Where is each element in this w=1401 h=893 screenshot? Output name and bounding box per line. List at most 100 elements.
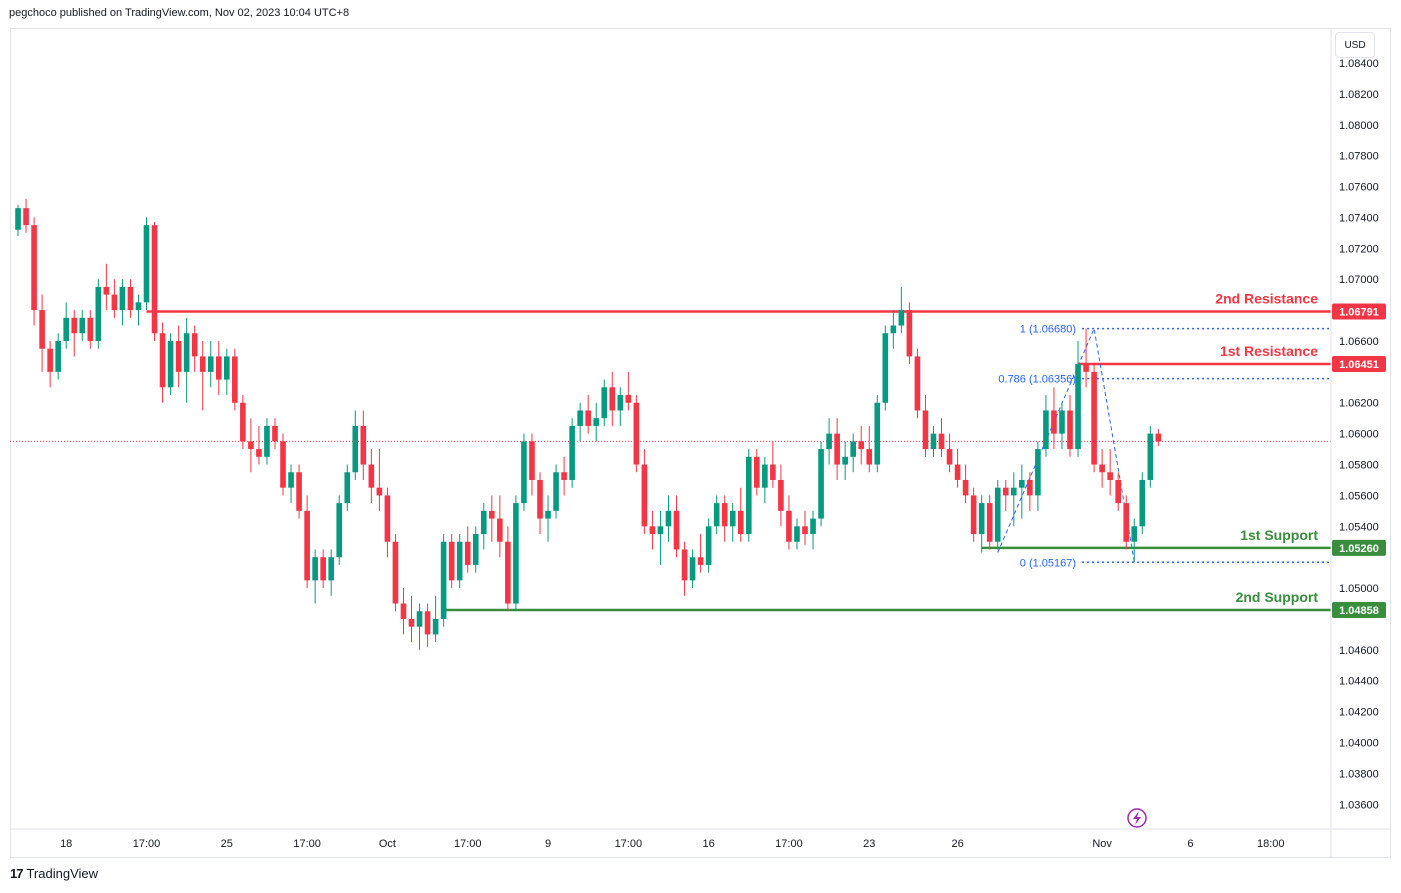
- candle-body: [649, 526, 656, 535]
- price-badge-label: 1.05260: [1339, 543, 1379, 555]
- price-tick-label: 1.05800: [1339, 460, 1379, 472]
- candle-body: [625, 395, 632, 403]
- time-tick-label: 17:00: [615, 838, 643, 850]
- candle-body: [408, 618, 415, 627]
- candle-body: [489, 510, 495, 519]
- label-layer: 2nd Resistance 1st Resistance 1st Support 2…: [1127, 290, 1319, 828]
- candle-body: [280, 441, 286, 488]
- candle-body: [745, 456, 752, 535]
- candle-body: [617, 395, 624, 411]
- candle-body: [63, 317, 70, 341]
- candle-body: [207, 356, 214, 372]
- candle-body: [320, 557, 326, 581]
- candle-body: [240, 402, 246, 442]
- candle-body: [545, 510, 551, 519]
- candle-body: [721, 503, 728, 527]
- level-name-label: 2nd Resistance: [1215, 290, 1318, 306]
- candle-body: [424, 611, 431, 635]
- candle-body: [256, 449, 262, 457]
- candle-body: [1115, 479, 1122, 504]
- time-tick-label: 6: [1187, 838, 1193, 850]
- time-tick-label: 18:00: [1257, 838, 1285, 850]
- price-tick-label: 1.04200: [1339, 707, 1379, 719]
- price-badge-label: 1.06791: [1339, 306, 1379, 318]
- level-name-label: 2nd Support: [1236, 589, 1319, 605]
- candle-body: [513, 503, 519, 604]
- candle-body: [328, 557, 335, 581]
- time-tick-label: 26: [951, 838, 963, 850]
- price-tick-label: 1.05400: [1339, 521, 1379, 533]
- candle-body: [754, 456, 760, 488]
- candle-body: [135, 302, 142, 311]
- candle-body: [264, 425, 270, 457]
- chart-frame: [10, 28, 1391, 858]
- candle-body: [1051, 410, 1057, 434]
- candle-body: [834, 433, 840, 465]
- candle-body: [360, 425, 367, 465]
- time-tick-label: 18: [60, 838, 72, 850]
- price-tick-label: 1.06000: [1339, 429, 1379, 441]
- candle-body: [657, 526, 664, 535]
- candle-body: [87, 317, 94, 341]
- candle-body: [1147, 433, 1154, 480]
- price-tick-label: 1.08000: [1339, 120, 1379, 132]
- candle-body: [183, 333, 190, 372]
- candle-body: [914, 356, 921, 411]
- candle-body: [729, 510, 736, 527]
- fib-level-label: 1 (1.06680): [1020, 324, 1076, 336]
- candle-body: [432, 618, 439, 635]
- time-axis: 18 17:00 25 17:00 Oct 17:00 9 17:00 16 17:00 23 26 N…: [10, 828, 1391, 850]
- candle-body: [842, 456, 848, 465]
- candle-body: [553, 472, 559, 511]
- candle-body: [215, 356, 222, 380]
- candle-body: [962, 479, 969, 496]
- level-name-label: 1st Resistance: [1220, 343, 1318, 359]
- tradingview-logo[interactable]: 17 TradingView: [10, 866, 98, 881]
- candle-body: [95, 286, 102, 341]
- candle-body: [336, 503, 343, 558]
- candle-body: [882, 333, 889, 403]
- candle-body: [1019, 479, 1025, 488]
- candle-body: [585, 410, 591, 426]
- price-tick-label: 1.07200: [1339, 243, 1379, 255]
- price-tick-label: 1.04400: [1339, 676, 1379, 688]
- candle-body: [826, 433, 832, 450]
- candle-body: [922, 410, 929, 450]
- candle-body: [480, 510, 487, 535]
- price-badge-label: 1.06451: [1339, 359, 1379, 371]
- candle-body: [31, 225, 37, 311]
- candle-body: [127, 286, 134, 311]
- candle-body: [705, 526, 712, 565]
- candle-body: [818, 449, 824, 519]
- price-tick-label: 1.04600: [1339, 645, 1379, 657]
- currency-selector[interactable]: USD: [1335, 32, 1375, 58]
- candle-body: [497, 518, 503, 542]
- candle-body: [392, 541, 399, 604]
- candle-body: [440, 541, 447, 619]
- candle-body: [167, 340, 174, 388]
- candle-body: [55, 340, 61, 372]
- candle-body: [505, 541, 511, 604]
- price-tick-label: 1.05000: [1339, 583, 1379, 595]
- price-axis: 1.08400 1.08200 1.08000 1.07800 1.07600 1.074…: [1330, 29, 1386, 857]
- candle-body: [232, 356, 238, 403]
- candle-body: [223, 356, 230, 380]
- candle-body: [1139, 479, 1146, 527]
- candle-body: [609, 387, 616, 411]
- candle-body: [954, 464, 961, 480]
- candle-body: [304, 510, 310, 581]
- level-name-label: 1st Support: [1240, 527, 1318, 543]
- candle-body: [159, 333, 166, 388]
- candle-body: [1155, 433, 1162, 442]
- price-tick-label: 1.07000: [1339, 274, 1379, 286]
- candle-body: [737, 510, 744, 535]
- candle-body: [858, 441, 865, 450]
- fib-layer: 1 (1.06680) 0.786 (1.06356) 0 (1.05167): [997, 324, 1329, 569]
- candle-body: [1035, 449, 1041, 496]
- lightning-icon[interactable]: [1127, 808, 1147, 828]
- candle-body: [39, 310, 45, 349]
- candle-body: [697, 557, 704, 565]
- candle-body: [47, 348, 53, 372]
- candle-body: [561, 472, 567, 480]
